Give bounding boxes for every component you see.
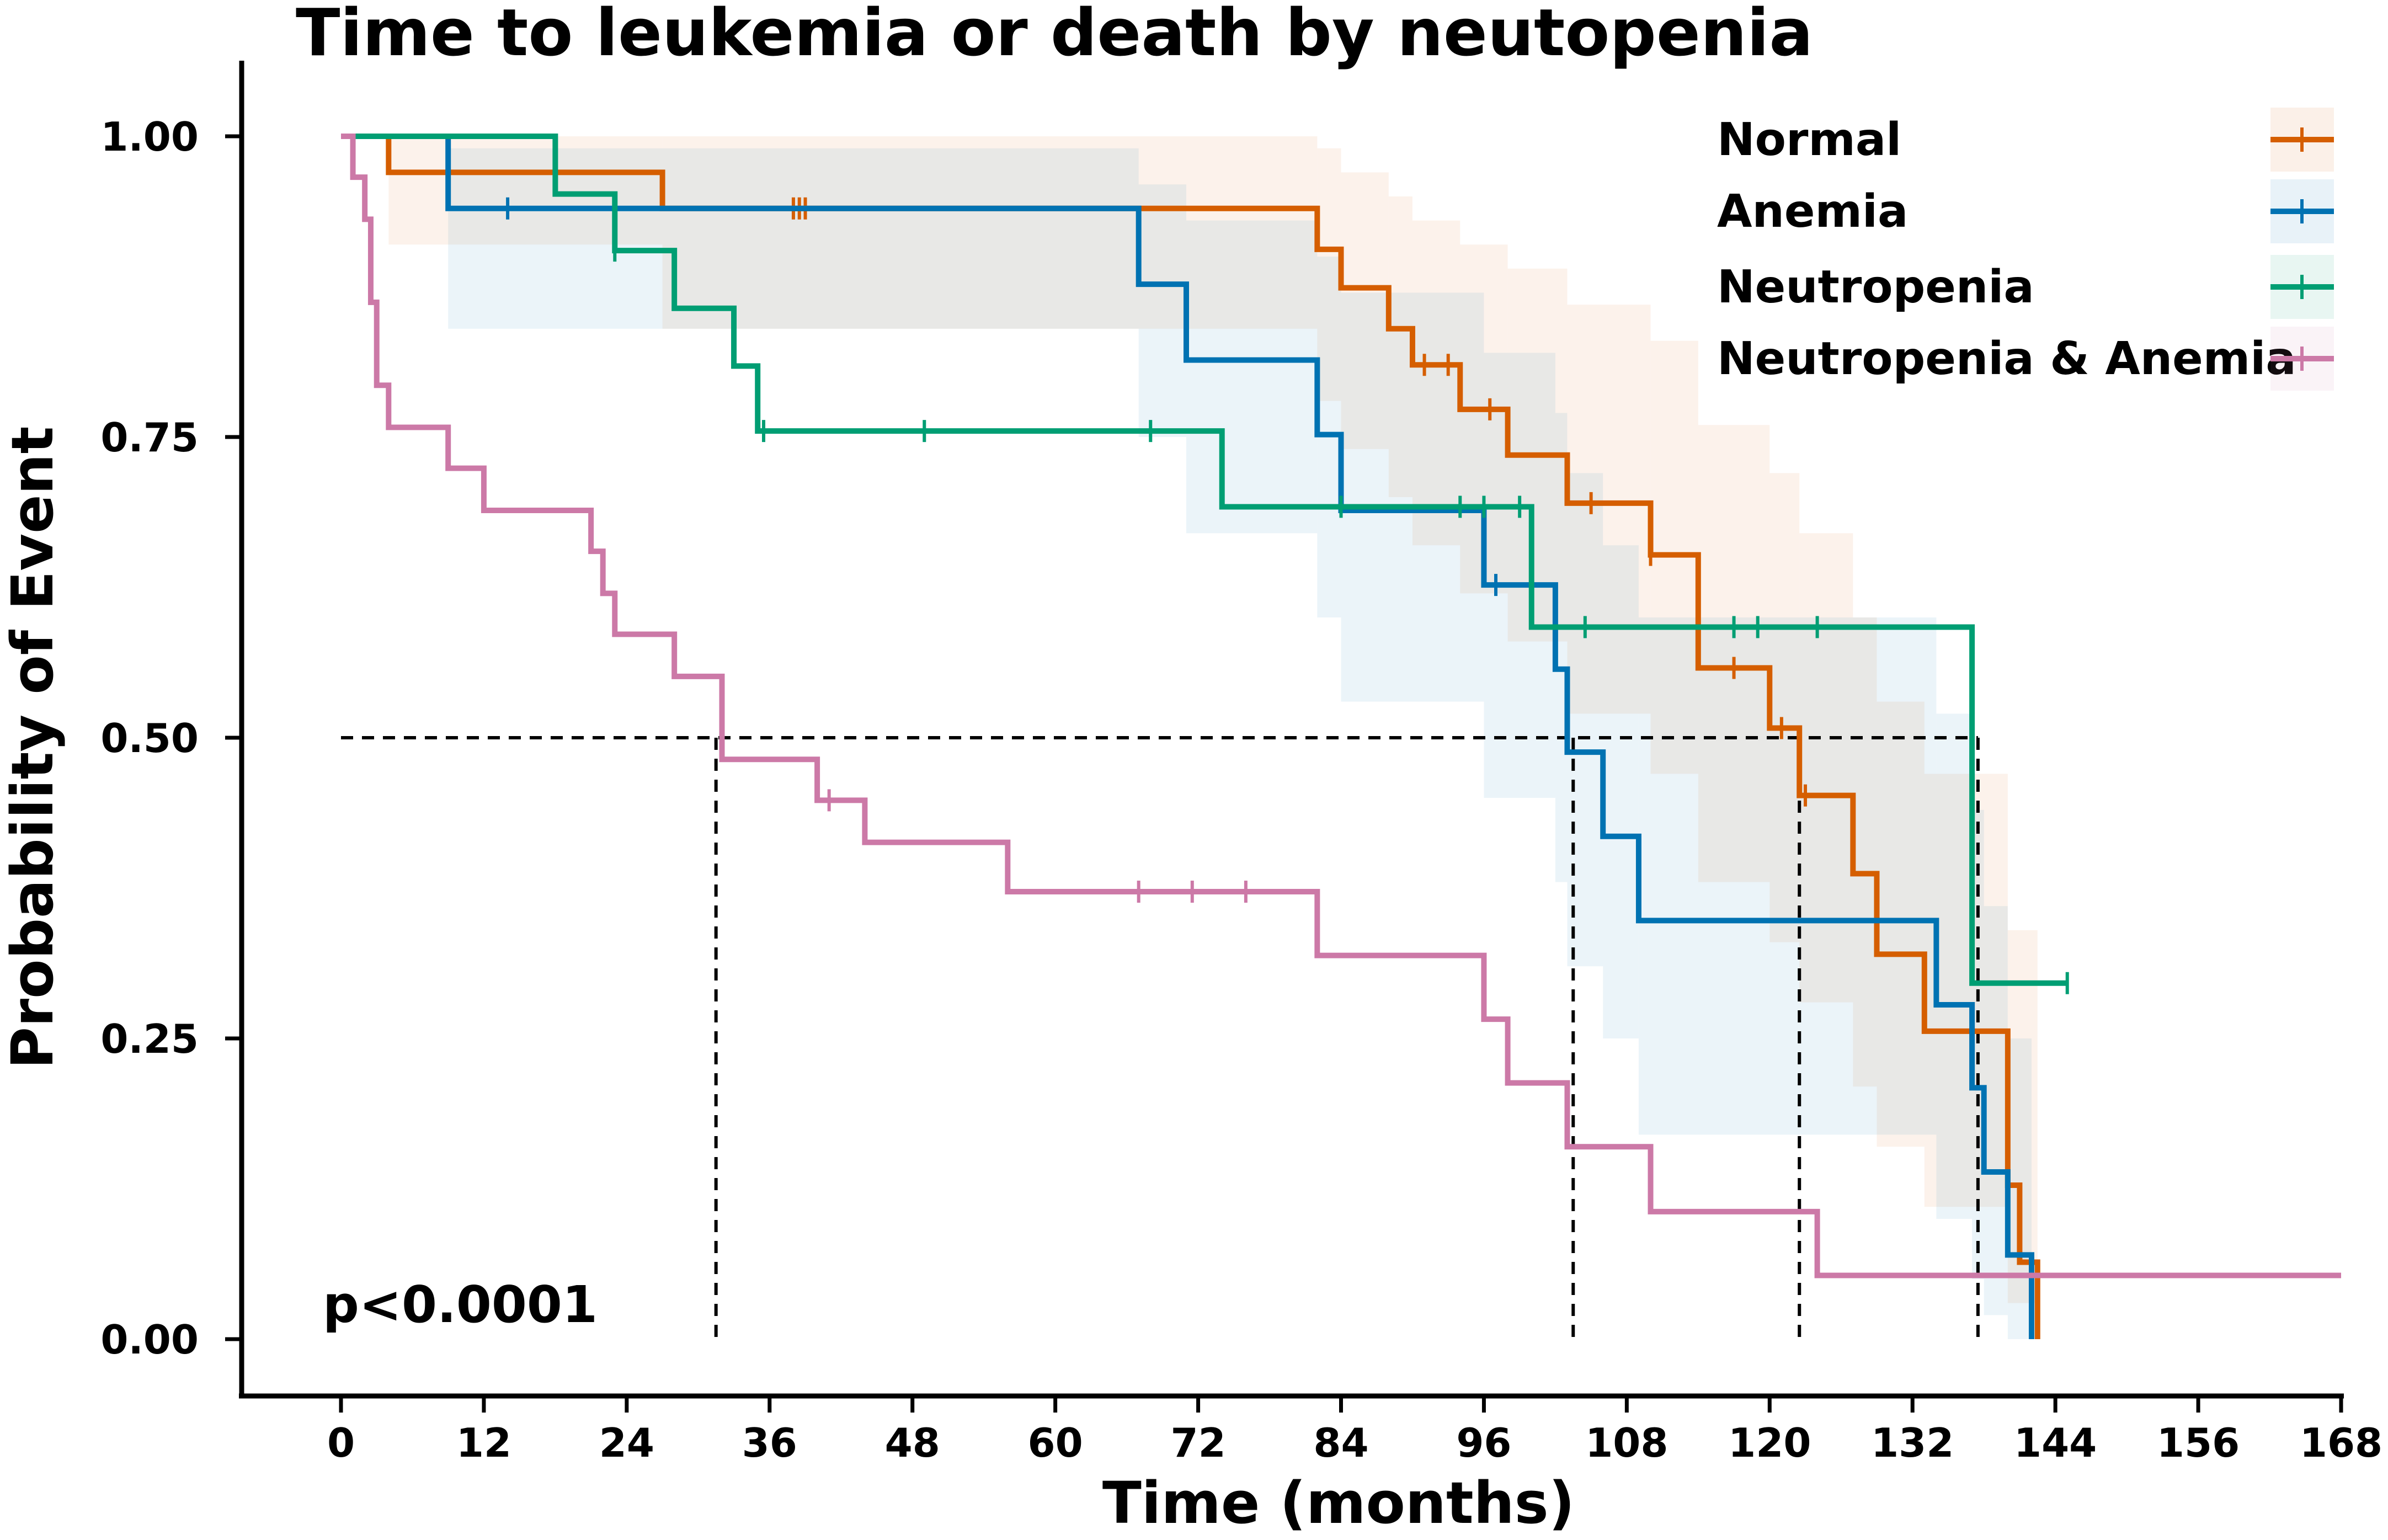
ci-band-1-12 xyxy=(1972,809,1984,1279)
x-tick-label-84: 84 xyxy=(1313,1420,1368,1466)
y-tick-label-0: 0.00 xyxy=(100,1317,199,1363)
x-ticks: 0 12 24 36 48 60 72 84 96 108 120 132 144 156 168 xyxy=(327,1396,2382,1466)
ci-band-1-2 xyxy=(1138,184,1186,437)
legend-label-3: Neutropenia & Anemia xyxy=(1717,333,2296,385)
x-tick-label-36: 36 xyxy=(742,1420,797,1466)
confidence-bands xyxy=(388,136,2038,1339)
x-tick-label-144: 144 xyxy=(2014,1420,2097,1466)
ci-band-0-2 xyxy=(662,136,1318,329)
y-axis-label: Probability of Event xyxy=(0,427,66,1069)
y-tick-label-1: 0.25 xyxy=(100,1016,199,1062)
x-tick-label-156: 156 xyxy=(2157,1420,2240,1466)
ci-band-1-3 xyxy=(1186,220,1318,534)
x-tick-label-0: 0 xyxy=(327,1420,355,1466)
ci-band-0-14 xyxy=(1853,617,1877,1087)
series-line-neutropenia-anemia xyxy=(341,134,2341,1278)
ci-band-1-10 xyxy=(1638,617,1937,1135)
y-ticks: 0.00 0.25 0.50 0.75 1.00 xyxy=(100,114,242,1363)
y-tick-label-3: 0.75 xyxy=(100,414,199,461)
ci-band-0-5 xyxy=(1388,196,1412,497)
ci-band-1-7 xyxy=(1555,413,1568,882)
y-tick-label-2: 0.50 xyxy=(100,715,199,761)
x-tick-label-132: 132 xyxy=(1871,1420,1954,1466)
ci-band-0-3 xyxy=(1317,148,1341,401)
chart-title: Time to leukemia or death by neutopenia xyxy=(296,0,1813,71)
ci-band-0-17 xyxy=(2007,930,2038,1303)
ci-band-1-11 xyxy=(1936,713,1973,1219)
ci-band-0-6 xyxy=(1412,220,1460,546)
ci-band-0-15 xyxy=(1877,701,1925,1147)
ci-band-0-11 xyxy=(1698,425,1770,882)
x-axis-label: Time (months) xyxy=(1102,1469,1575,1537)
p-value-annotation: p<0.0001 xyxy=(323,1275,598,1334)
legend-label-2: Neutropenia xyxy=(1717,261,2034,313)
x-tick-label-72: 72 xyxy=(1170,1420,1225,1466)
legend-label-1: Anemia xyxy=(1717,185,1908,238)
ci-band-0-4 xyxy=(1341,172,1389,449)
ci-band-0-12 xyxy=(1769,473,1800,942)
x-tick-label-60: 60 xyxy=(1028,1420,1083,1466)
survival-curves xyxy=(341,134,2341,1339)
ci-band-0-9 xyxy=(1567,305,1651,714)
median-reference-lines xyxy=(341,736,1980,1339)
ci-band-1-9 xyxy=(1603,545,1639,1038)
ci-band-0-13 xyxy=(1799,533,1853,1003)
series-line-anemia xyxy=(341,134,2034,1339)
x-tick-label-96: 96 xyxy=(1456,1420,1511,1466)
series-line-normal xyxy=(341,134,2040,1339)
x-tick-label-120: 120 xyxy=(1728,1420,1811,1466)
legend: Normal Anemia Neutropenia Neutropenia & Ane… xyxy=(1717,108,2334,391)
x-tick-label-12: 12 xyxy=(456,1420,511,1466)
x-tick-label-108: 108 xyxy=(1585,1420,1668,1466)
x-tick-label-168: 168 xyxy=(2300,1420,2382,1466)
x-tick-label-48: 48 xyxy=(885,1420,940,1466)
legend-label-0: Normal xyxy=(1717,114,1901,166)
ci-band-1-8 xyxy=(1567,473,1603,967)
x-tick-label-24: 24 xyxy=(599,1420,654,1466)
series-line-neutropenia xyxy=(341,134,2067,986)
ci-band-1-1 xyxy=(448,148,1139,329)
axes xyxy=(239,61,2344,1399)
y-tick-label-4: 1.00 xyxy=(100,114,199,160)
ci-band-1-13 xyxy=(1984,906,2008,1315)
